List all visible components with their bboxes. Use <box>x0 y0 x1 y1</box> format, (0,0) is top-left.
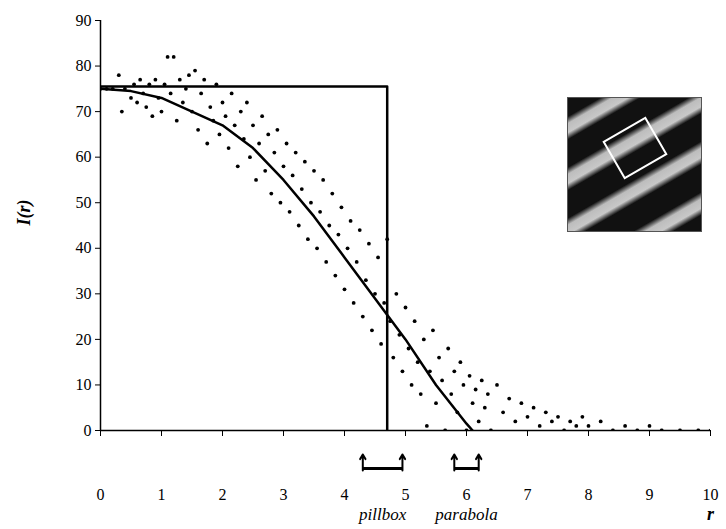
svg-text:1: 1 <box>158 486 166 503</box>
svg-text:4: 4 <box>341 486 349 503</box>
svg-text:7: 7 <box>524 486 532 503</box>
svg-text:pillbox: pillbox <box>358 505 407 524</box>
svg-text:2: 2 <box>219 486 227 503</box>
svg-text:40: 40 <box>76 239 92 256</box>
svg-text:6: 6 <box>463 486 471 503</box>
svg-text:20: 20 <box>76 331 92 348</box>
svg-text:80: 80 <box>76 57 92 74</box>
svg-text:70: 70 <box>76 103 92 120</box>
svg-text:30: 30 <box>76 285 92 302</box>
svg-text:0: 0 <box>97 486 105 503</box>
svg-text:50: 50 <box>76 194 92 211</box>
svg-text:r: r <box>707 504 715 524</box>
svg-text:90: 90 <box>76 12 92 29</box>
svg-text:5: 5 <box>402 486 410 503</box>
svg-text:8: 8 <box>585 486 593 503</box>
svg-text:3: 3 <box>280 486 288 503</box>
svg-text:60: 60 <box>76 148 92 165</box>
svg-text:10: 10 <box>703 486 719 503</box>
svg-text:9: 9 <box>646 486 654 503</box>
svg-text:I(r): I(r) <box>14 200 35 227</box>
svg-text:0: 0 <box>84 422 92 439</box>
svg-text:parabola: parabola <box>434 505 497 524</box>
svg-text:10: 10 <box>76 376 92 393</box>
